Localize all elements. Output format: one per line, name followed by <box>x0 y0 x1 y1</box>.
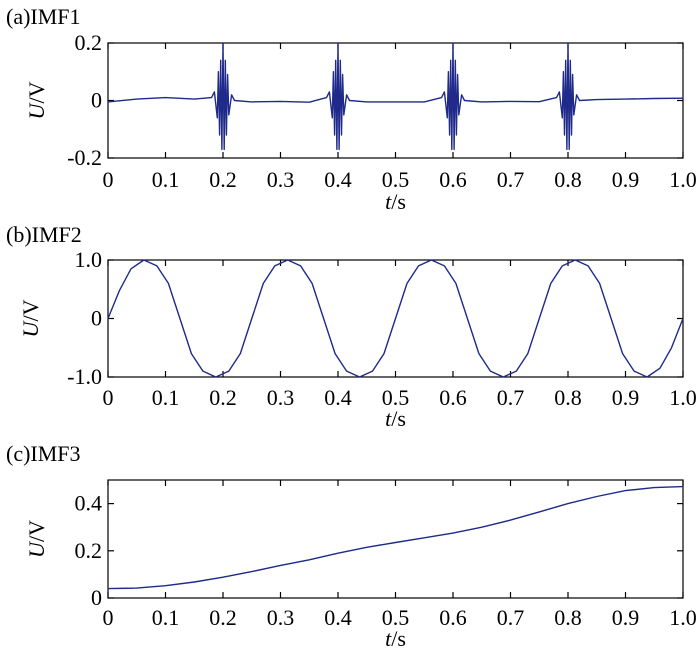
x-tick-label: 0 <box>103 385 114 410</box>
x-tick-label: 0.6 <box>439 385 467 410</box>
plot-frame <box>107 479 684 599</box>
x-tick-label: 0.9 <box>612 385 640 410</box>
y-tick-label: 0 <box>91 585 102 610</box>
x-axis-label-symbol: t <box>385 189 392 214</box>
x-tick-label: 0.5 <box>382 167 410 192</box>
panel-label: (a)IMF1 <box>6 4 81 29</box>
y-axis-label: U/V <box>24 81 49 119</box>
y-tick-label: 0.4 <box>75 491 103 516</box>
x-tick-label: 0.1 <box>152 167 180 192</box>
series-line <box>107 42 684 151</box>
x-axis-label-unit: /s <box>391 189 406 214</box>
x-tick-label: 0.4 <box>324 385 352 410</box>
y-axis-label-unit: /V <box>24 520 49 542</box>
x-tick-label: 0 <box>103 167 114 192</box>
x-tick-label: 0.1 <box>152 385 180 410</box>
y-tick-label: -1.0 <box>67 364 102 389</box>
series-line <box>107 259 684 378</box>
x-tick-label: 0.4 <box>324 167 352 192</box>
x-tick-label: 0.8 <box>554 385 582 410</box>
y-axis-label-symbol: U <box>18 319 43 337</box>
x-tick-label: 0.9 <box>612 605 640 630</box>
plot-frame <box>107 42 684 159</box>
x-tick-label: 0.7 <box>497 167 525 192</box>
y-tick-label: 1.0 <box>75 247 103 272</box>
x-tick-label: 0.5 <box>382 605 410 630</box>
x-axis-label: t/s <box>385 406 406 431</box>
y-axis-label: U/V <box>24 520 49 558</box>
x-tick-label: 0.9 <box>612 167 640 192</box>
panel-imf1: (a)IMF1 U/V t/s 0 0.1 0.2 0.3 0.4 0.5 0.6 0.7 0.… <box>6 4 697 214</box>
x-tick-label: 0.1 <box>152 605 180 630</box>
x-tick-label: 0.2 <box>209 385 237 410</box>
x-axis-label-unit: /s <box>391 626 406 651</box>
panel-imf2: (b)IMF2 U/V t/s 0 0.1 0.2 0.3 0.4 0.5 0.6 0.7 0.… <box>6 222 697 431</box>
y-tick-label: 0.2 <box>75 30 103 55</box>
x-axis-label: t/s <box>385 189 406 214</box>
y-axis-label-unit: /V <box>24 81 49 103</box>
panel-label: (c)IMF3 <box>6 441 81 466</box>
x-tick-label: 0.6 <box>439 605 467 630</box>
x-tick-label: 1.0 <box>669 167 697 192</box>
panel-label: (b)IMF2 <box>6 222 82 247</box>
x-axis-label-unit: /s <box>391 406 406 431</box>
panel-imf3: (c)IMF3 U/V t/s 0 0.1 0.2 0.3 0.4 0.5 0.6 0.7 0.… <box>6 441 697 651</box>
x-tick-label: 0 <box>103 605 114 630</box>
y-axis-label: U/V <box>18 299 43 337</box>
series-line <box>107 485 684 590</box>
y-tick-label: -0.2 <box>67 145 102 170</box>
x-tick-label: 0.3 <box>267 167 295 192</box>
x-axis-label: t/s <box>385 626 406 651</box>
x-tick-label: 0.2 <box>209 605 237 630</box>
y-tick-label: 0 <box>91 306 102 331</box>
y-axis-label-symbol: U <box>24 101 49 119</box>
x-tick-label: 0.6 <box>439 167 467 192</box>
x-tick-label: 0.8 <box>554 167 582 192</box>
x-axis-label-symbol: t <box>385 626 392 651</box>
y-tick-label: 0.2 <box>75 538 103 563</box>
y-axis-label-symbol: U <box>24 540 49 558</box>
x-tick-label: 0.3 <box>267 385 295 410</box>
x-tick-label: 1.0 <box>669 605 697 630</box>
x-tick-label: 0.3 <box>267 605 295 630</box>
x-tick-label: 0.4 <box>324 605 352 630</box>
y-axis-label-unit: /V <box>18 299 43 321</box>
y-tick-label: 0 <box>91 88 102 113</box>
x-tick-label: 0.8 <box>554 605 582 630</box>
x-tick-label: 0.5 <box>382 385 410 410</box>
x-tick-label: 1.0 <box>669 385 697 410</box>
x-tick-label: 0.7 <box>497 605 525 630</box>
x-tick-label: 0.2 <box>209 167 237 192</box>
x-axis-label-symbol: t <box>385 406 392 431</box>
x-tick-label: 0.7 <box>497 385 525 410</box>
